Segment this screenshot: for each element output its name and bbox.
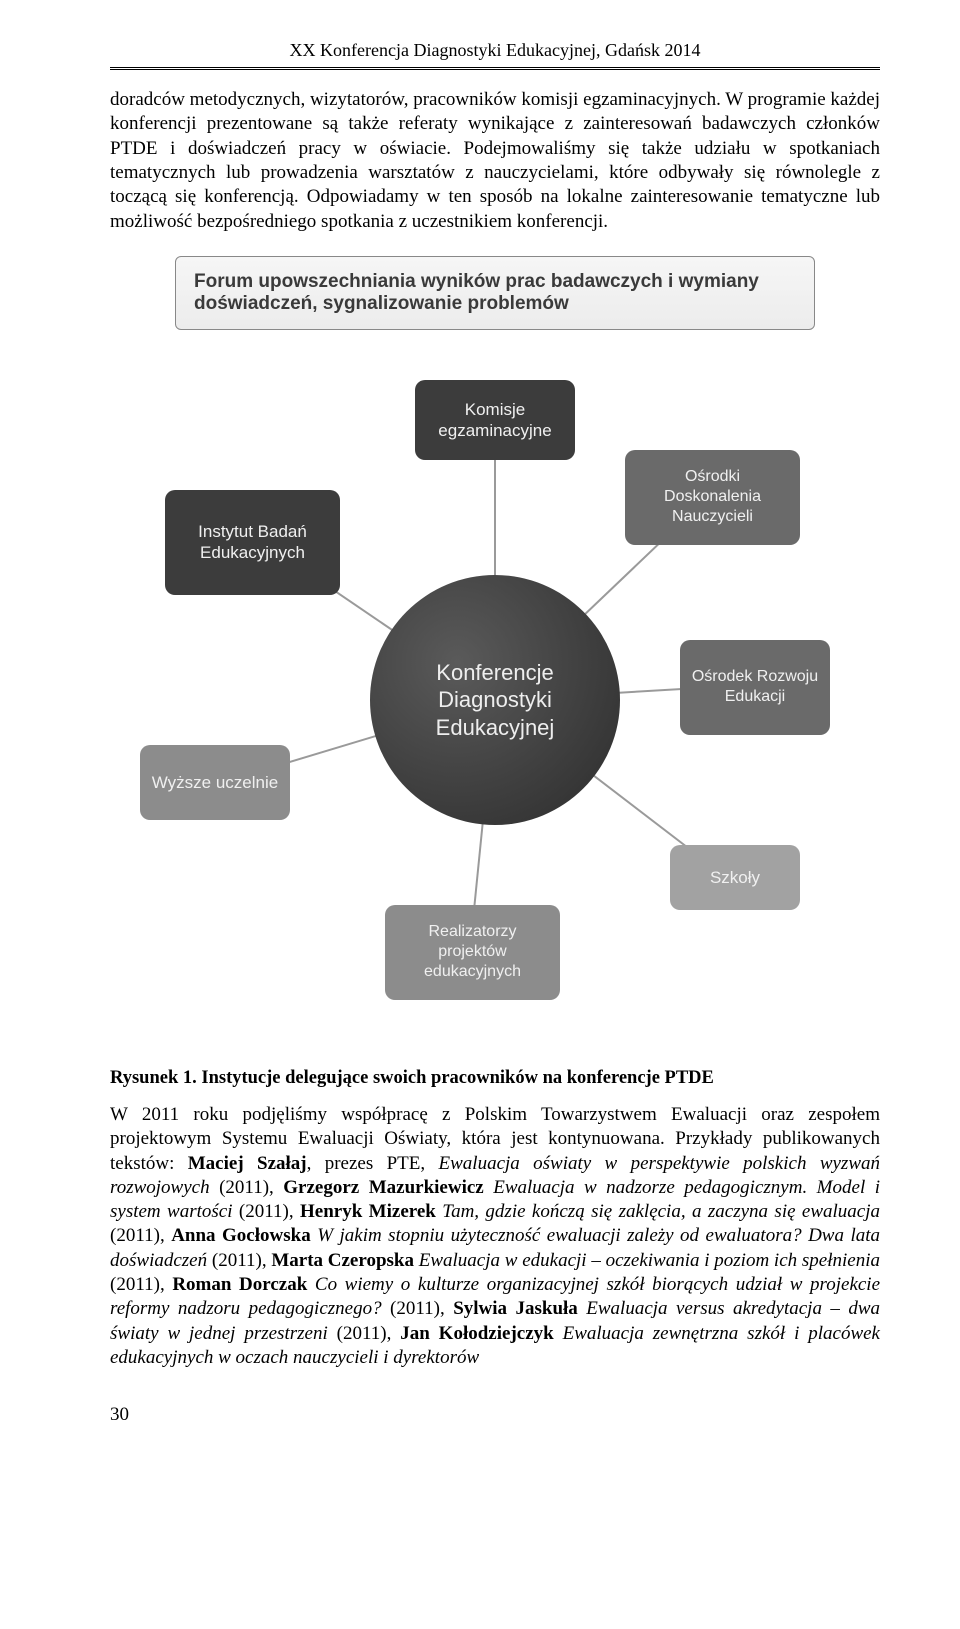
txt: (2011),	[233, 1201, 301, 1222]
node-komisje: Komisje egzaminacyjne	[415, 380, 575, 460]
txt: (2011),	[207, 1250, 271, 1271]
caption-text: Instytucje delegujące swoich pracowników…	[197, 1068, 714, 1088]
author: Maciej Szałaj	[188, 1153, 307, 1174]
page-number: 30	[110, 1404, 880, 1426]
author: Henryk Mizerek	[300, 1201, 436, 1222]
institutions-diagram: Konferencje Diagnostyki Edukacyjnej Komi…	[110, 350, 880, 1050]
title: Tam, gdzie kończą się zaklęcia, a zaczyn…	[442, 1201, 880, 1222]
diagram-center-node: Konferencje Diagnostyki Edukacyjnej	[370, 575, 620, 825]
txt	[578, 1298, 586, 1319]
author: Anna Gocłowska	[171, 1225, 311, 1246]
author: Roman Dorczak	[172, 1274, 307, 1295]
author: Marta Czeropska	[271, 1250, 414, 1271]
txt: , prezes PTE,	[307, 1153, 439, 1174]
forum-info-box: Forum upowszechniania wyników prac badaw…	[175, 256, 815, 330]
paragraph-collaboration: W 2011 roku podjęliśmy współpracę z Pols…	[110, 1103, 880, 1370]
author: Grzegorz Mazurkiewicz	[283, 1177, 483, 1198]
txt: (2011),	[210, 1177, 284, 1198]
author: Jan Kołodziejczyk	[400, 1323, 554, 1344]
author: Sylwia Jaskuła	[453, 1298, 578, 1319]
node-ibe: Instytut Badań Edukacyjnych	[165, 490, 340, 595]
txt	[307, 1274, 315, 1295]
header-rule	[110, 67, 880, 70]
node-ore: Ośrodek Rozwoju Edukacji	[680, 640, 830, 735]
txt: (2011),	[110, 1274, 172, 1295]
txt: (2011),	[382, 1298, 454, 1319]
node-szkoly: Szkoły	[670, 845, 800, 910]
caption-label: Rysunek 1.	[110, 1068, 197, 1088]
node-realizatorzy: Realizatorzy projektów edukacyjnych	[385, 905, 560, 1000]
txt	[484, 1177, 494, 1198]
txt: (2011),	[328, 1323, 400, 1344]
running-header: XX Konferencja Diagnostyki Edukacyjnej, …	[110, 40, 880, 67]
txt	[554, 1323, 563, 1344]
paragraph-intro: doradców metodycznych, wizytatorów, prac…	[110, 88, 880, 234]
figure-caption: Rysunek 1. Instytucje delegujące swoich …	[110, 1068, 880, 1089]
title: Ewaluacja w edukacji – oczekiwania i poz…	[419, 1250, 880, 1271]
txt: (2011),	[110, 1225, 171, 1246]
node-uczelnie: Wyższe uczelnie	[140, 745, 290, 820]
node-odn: Ośrodki Doskonalenia Nauczycieli	[625, 450, 800, 545]
